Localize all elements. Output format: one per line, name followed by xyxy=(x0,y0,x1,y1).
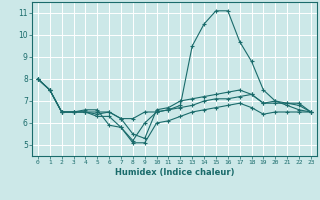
X-axis label: Humidex (Indice chaleur): Humidex (Indice chaleur) xyxy=(115,168,234,177)
